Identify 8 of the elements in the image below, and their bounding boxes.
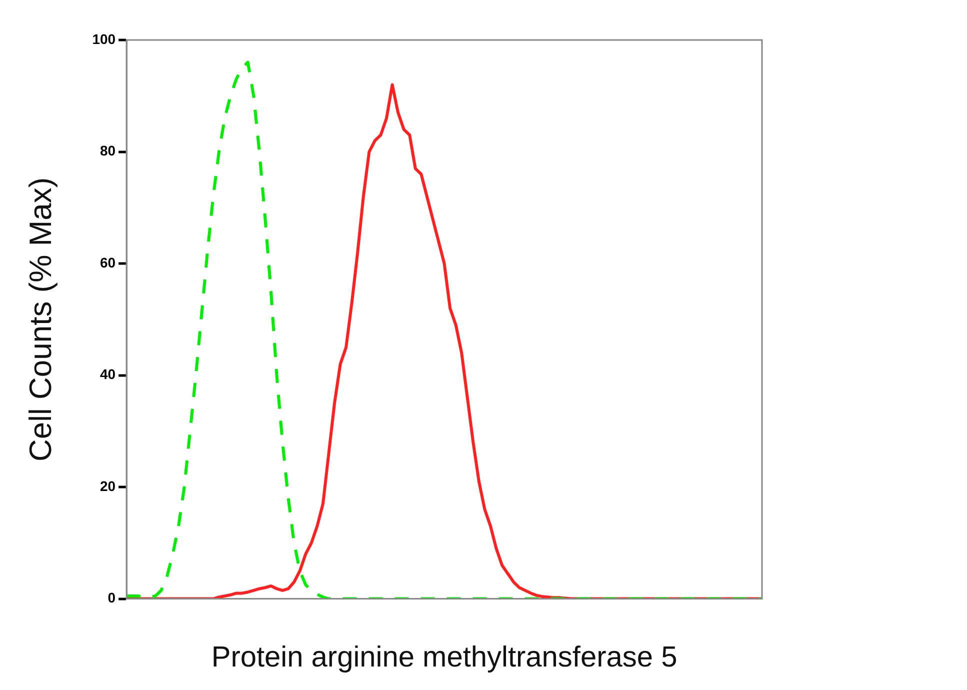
x-axis-title: Protein arginine methyltransferase 5 — [211, 642, 678, 674]
y-tick-label: 20 — [100, 478, 116, 494]
y-tick-label: 100 — [92, 30, 116, 47]
y-tick-label: 0 — [108, 590, 116, 606]
y-tick-label: 80 — [100, 142, 116, 159]
y-tick-label: 40 — [100, 366, 116, 382]
y-axis-title: Cell Counts (% Max) — [23, 177, 58, 462]
y-tick-label: 60 — [100, 254, 116, 270]
